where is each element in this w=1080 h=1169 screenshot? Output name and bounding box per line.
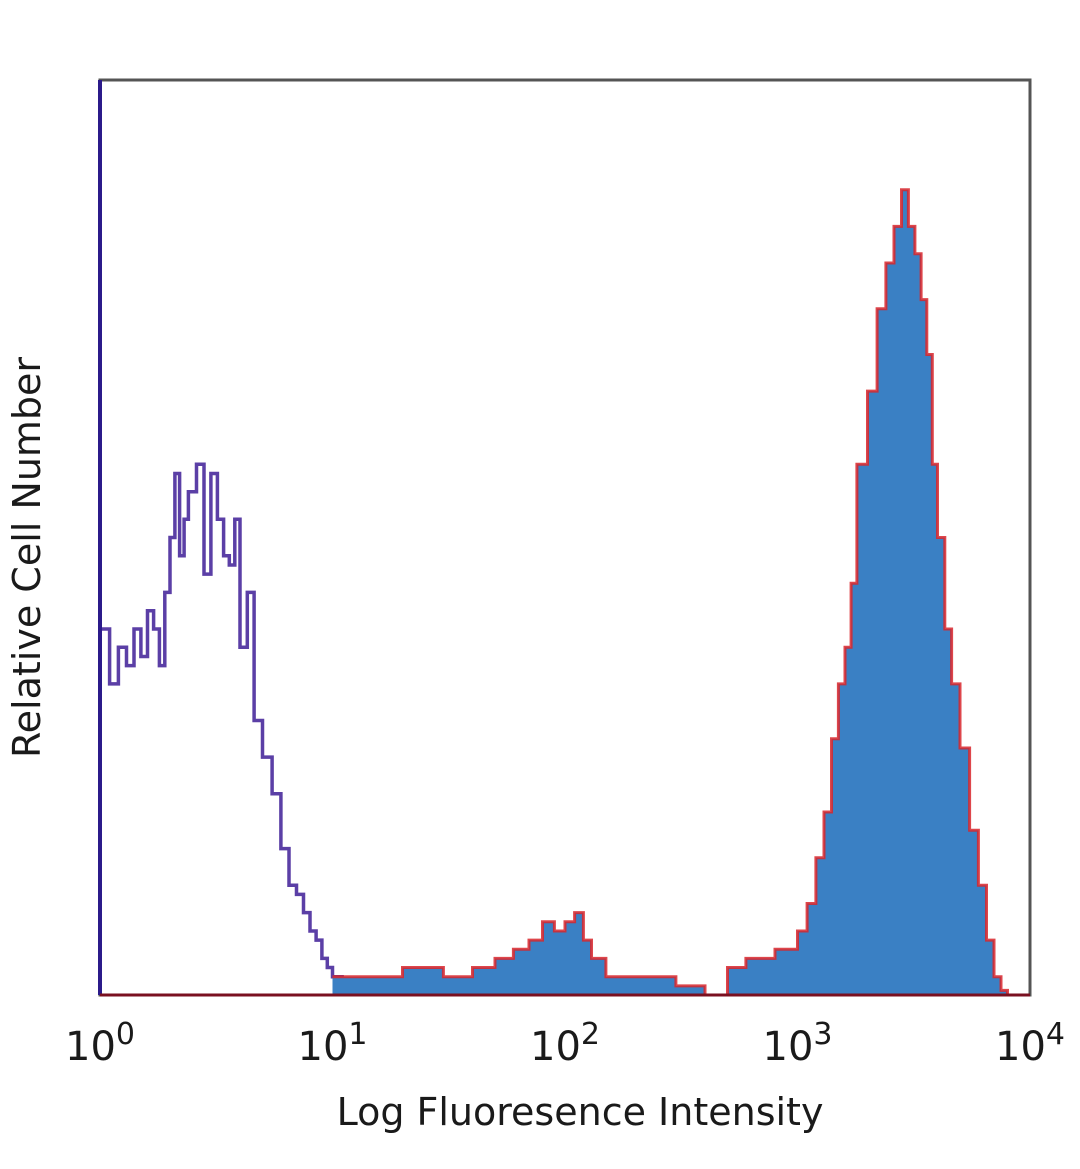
filled-histogram-area (332, 189, 1008, 996)
x-tick-label: 101 (298, 1017, 368, 1070)
x-tick-label: 100 (65, 1017, 135, 1070)
histogram-line-0 (100, 462, 369, 995)
x-tick-label: 102 (530, 1017, 600, 1070)
filled-histogram-outline (332, 188, 1009, 997)
x-tick-labels: 100 101 102 103 104 (65, 1017, 1065, 1070)
y-axis-title: Relative Cell Number (5, 357, 49, 758)
x-tick-label: 104 (995, 1017, 1065, 1070)
x-tick-label: 103 (763, 1017, 833, 1070)
plot-area (100, 188, 1009, 997)
x-axis-title: Log Fluoresence Intensity (337, 1090, 824, 1134)
